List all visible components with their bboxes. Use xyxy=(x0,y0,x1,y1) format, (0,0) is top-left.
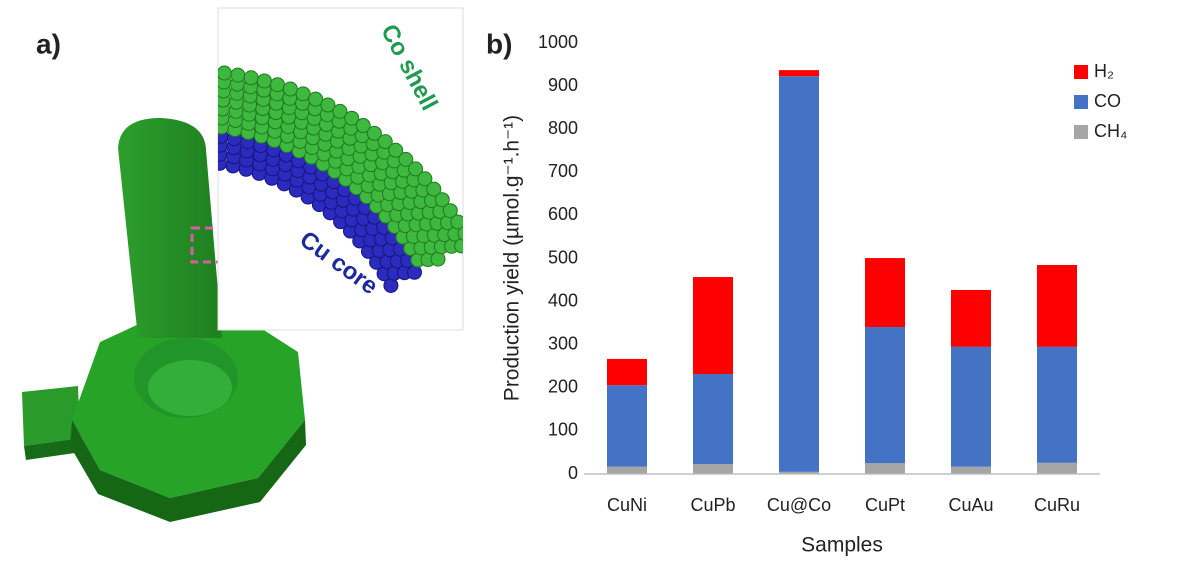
bar-segment xyxy=(693,464,733,474)
bar-segment xyxy=(865,327,905,464)
sphere xyxy=(201,109,215,123)
bar-segment xyxy=(779,471,819,474)
sphere xyxy=(203,82,217,96)
y-tick-label: 400 xyxy=(548,290,578,310)
panel-label: a) xyxy=(36,28,61,59)
sphere xyxy=(377,134,393,150)
key-dimple-highlight xyxy=(148,360,232,416)
bar-segment xyxy=(951,289,991,347)
sphere xyxy=(383,277,399,293)
illustration: Co shell Cu core a) xyxy=(22,7,464,522)
key-tab-side xyxy=(24,438,82,460)
y-tick-label: 1000 xyxy=(538,32,578,52)
sphere xyxy=(203,73,217,87)
y-axis-label: Production yield (µmol.g⁻¹.h⁻¹) xyxy=(501,115,524,401)
sphere xyxy=(406,264,422,280)
y-tick-label: 300 xyxy=(548,333,578,353)
sphere xyxy=(457,226,463,241)
x-tick-label: CuRu xyxy=(1034,495,1080,515)
sphere xyxy=(190,72,204,86)
x-tick-label: CuAu xyxy=(948,495,993,515)
y-tick-label: 800 xyxy=(548,118,578,138)
sphere xyxy=(388,142,404,158)
sphere xyxy=(188,99,202,113)
bar-segment xyxy=(1037,346,1077,463)
sphere xyxy=(269,77,285,93)
sphere xyxy=(202,100,216,114)
sphere xyxy=(188,108,202,122)
bar-segment xyxy=(865,258,905,328)
sphere xyxy=(417,171,433,187)
sphere xyxy=(295,86,311,102)
key-base-side xyxy=(70,420,306,522)
sphere xyxy=(366,125,382,141)
y-tick-label: 100 xyxy=(548,420,578,440)
legend-swatch xyxy=(1074,125,1088,139)
legend-label: CO xyxy=(1094,91,1121,111)
sphere xyxy=(398,151,414,167)
y-tick-label: 200 xyxy=(548,377,578,397)
bar-segment xyxy=(779,70,819,77)
panel-label: b) xyxy=(486,28,512,59)
sphere xyxy=(408,161,424,177)
legend-label: H₂ xyxy=(1094,61,1114,81)
sphere xyxy=(332,103,348,119)
x-axis-label: Samples xyxy=(801,534,883,557)
sphere xyxy=(189,90,203,104)
sphere xyxy=(201,118,215,132)
bar-segment xyxy=(1037,462,1077,474)
sphere xyxy=(189,81,203,95)
x-tick-label: Cu@Co xyxy=(767,495,831,515)
x-tick-label: CuPt xyxy=(865,495,905,515)
x-tick-label: CuPb xyxy=(690,495,735,515)
sphere xyxy=(190,63,204,77)
bar-segment xyxy=(607,358,647,386)
sphere xyxy=(426,181,442,197)
legend-swatch xyxy=(1074,95,1088,109)
sphere xyxy=(218,69,219,74)
sphere xyxy=(344,110,360,126)
bar-segment xyxy=(779,76,819,472)
bar-segment xyxy=(951,466,991,474)
x-tick-label: CuNi xyxy=(607,495,647,515)
y-tick-label: 700 xyxy=(548,161,578,181)
sphere xyxy=(308,91,324,107)
bar-segment xyxy=(607,385,647,467)
sphere xyxy=(256,73,272,89)
sphere xyxy=(442,203,458,219)
bar-segment xyxy=(693,374,733,465)
bar-segment xyxy=(693,277,733,375)
sphere-layers xyxy=(188,63,463,293)
sphere xyxy=(454,238,463,254)
bar-segment xyxy=(865,463,905,474)
sphere xyxy=(434,192,450,208)
sphere xyxy=(202,91,216,105)
sphere xyxy=(282,81,298,97)
y-tick-label: 0 xyxy=(568,463,578,483)
bar-segment xyxy=(1037,264,1077,347)
y-tick-label: 500 xyxy=(548,247,578,267)
bar-segment xyxy=(607,466,647,474)
bar-segment xyxy=(951,346,991,467)
sphere xyxy=(355,118,371,134)
sphere xyxy=(320,97,336,113)
y-tick-label: 900 xyxy=(548,75,578,95)
sphere xyxy=(450,214,463,230)
y-tick-label: 600 xyxy=(548,204,578,224)
legend-label: CH₄ xyxy=(1094,121,1127,141)
key-tab xyxy=(22,386,80,446)
key-stem xyxy=(118,118,222,338)
legend-swatch xyxy=(1074,65,1088,79)
sphere xyxy=(218,65,232,81)
sphere xyxy=(230,67,246,83)
sphere xyxy=(430,251,446,267)
sphere xyxy=(243,70,259,86)
